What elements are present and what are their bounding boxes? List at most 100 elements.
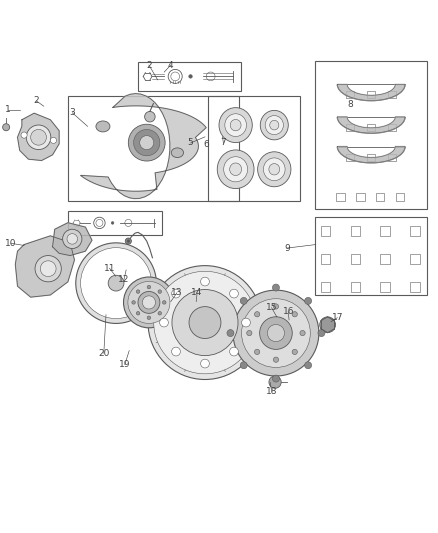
Bar xyxy=(381,254,390,264)
Bar xyxy=(388,91,396,99)
Circle shape xyxy=(172,347,180,356)
Bar xyxy=(367,154,374,160)
Circle shape xyxy=(227,329,234,336)
Circle shape xyxy=(31,130,46,145)
Circle shape xyxy=(140,135,154,150)
Circle shape xyxy=(230,347,238,356)
Bar xyxy=(388,124,396,131)
Bar xyxy=(68,96,239,201)
Text: 20: 20 xyxy=(98,349,110,358)
Bar xyxy=(321,282,330,292)
Circle shape xyxy=(269,376,281,388)
Circle shape xyxy=(240,297,247,304)
Text: 16: 16 xyxy=(283,307,294,316)
Circle shape xyxy=(154,271,256,374)
Circle shape xyxy=(158,290,162,293)
Circle shape xyxy=(108,275,124,291)
Ellipse shape xyxy=(270,120,279,130)
Circle shape xyxy=(162,301,166,304)
Circle shape xyxy=(142,296,155,309)
Bar xyxy=(410,282,420,292)
Bar xyxy=(350,282,360,292)
Circle shape xyxy=(300,330,305,336)
Circle shape xyxy=(128,281,170,324)
Circle shape xyxy=(124,277,174,328)
Bar xyxy=(346,154,353,160)
Circle shape xyxy=(272,375,279,382)
Bar xyxy=(138,61,241,91)
Polygon shape xyxy=(337,117,405,133)
Text: 3: 3 xyxy=(69,108,75,117)
Circle shape xyxy=(40,261,56,277)
Circle shape xyxy=(147,285,151,289)
Circle shape xyxy=(136,290,140,293)
Ellipse shape xyxy=(219,108,252,143)
Bar xyxy=(350,254,360,264)
Circle shape xyxy=(273,357,279,362)
Circle shape xyxy=(304,297,311,304)
Bar xyxy=(336,193,345,201)
Circle shape xyxy=(172,289,238,356)
Circle shape xyxy=(125,238,131,244)
Bar xyxy=(315,61,427,209)
Ellipse shape xyxy=(225,114,247,136)
Circle shape xyxy=(242,298,310,367)
Bar xyxy=(396,193,405,201)
Bar xyxy=(356,193,365,201)
Circle shape xyxy=(67,233,78,244)
Ellipse shape xyxy=(258,152,291,187)
Circle shape xyxy=(292,349,297,354)
Text: 6: 6 xyxy=(203,140,209,149)
Circle shape xyxy=(292,312,297,317)
Ellipse shape xyxy=(230,119,241,131)
Text: 4: 4 xyxy=(168,61,173,69)
Circle shape xyxy=(240,362,247,369)
Ellipse shape xyxy=(260,110,288,140)
Circle shape xyxy=(242,318,251,327)
Bar xyxy=(375,193,384,201)
Circle shape xyxy=(134,130,160,156)
Circle shape xyxy=(50,138,57,143)
Polygon shape xyxy=(15,236,74,297)
Circle shape xyxy=(3,124,10,131)
Circle shape xyxy=(127,240,130,243)
Text: 11: 11 xyxy=(104,264,115,273)
Circle shape xyxy=(159,318,168,327)
Text: 7: 7 xyxy=(220,139,226,148)
Circle shape xyxy=(267,325,285,342)
Ellipse shape xyxy=(217,150,254,189)
Ellipse shape xyxy=(171,148,184,158)
Circle shape xyxy=(189,75,192,78)
Text: 2: 2 xyxy=(34,96,39,106)
Text: 13: 13 xyxy=(171,288,183,297)
Circle shape xyxy=(254,349,260,354)
Circle shape xyxy=(189,306,221,338)
Polygon shape xyxy=(81,94,206,199)
Bar xyxy=(410,254,420,264)
Bar xyxy=(208,96,300,201)
Circle shape xyxy=(260,317,292,350)
Circle shape xyxy=(233,290,319,376)
Ellipse shape xyxy=(96,121,110,132)
Polygon shape xyxy=(18,113,59,160)
Bar xyxy=(388,154,396,160)
Text: 18: 18 xyxy=(266,387,277,396)
Text: 15: 15 xyxy=(266,303,277,312)
Text: 10: 10 xyxy=(5,239,17,248)
Polygon shape xyxy=(337,147,405,163)
Circle shape xyxy=(318,329,325,336)
Circle shape xyxy=(138,292,160,313)
Circle shape xyxy=(81,248,152,319)
Circle shape xyxy=(145,111,155,122)
Circle shape xyxy=(132,301,135,304)
Text: 9: 9 xyxy=(284,244,290,253)
Bar xyxy=(410,226,420,236)
Polygon shape xyxy=(53,223,92,255)
Text: 2: 2 xyxy=(146,61,152,69)
Circle shape xyxy=(148,265,262,379)
Ellipse shape xyxy=(265,116,283,135)
Circle shape xyxy=(76,243,156,324)
Polygon shape xyxy=(337,84,405,101)
Bar xyxy=(321,226,330,236)
Text: 19: 19 xyxy=(119,360,131,369)
